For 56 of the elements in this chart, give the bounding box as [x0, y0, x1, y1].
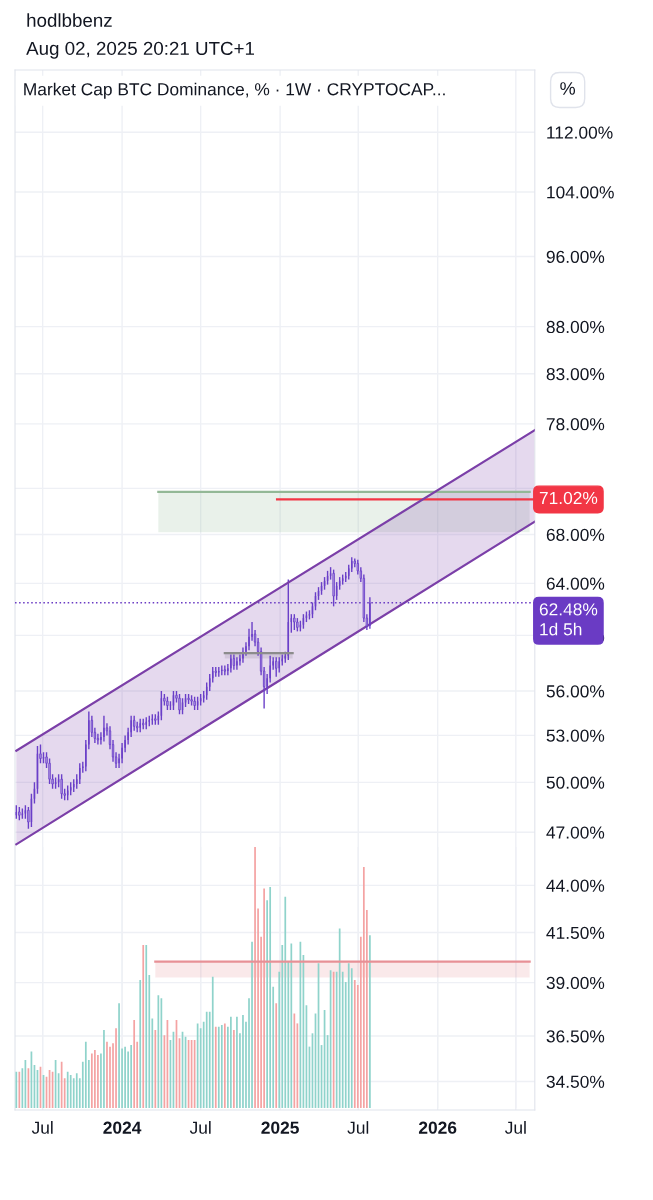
candlestick [218, 666, 220, 678]
y-tick-label: 96.00% [546, 250, 605, 263]
candlestick [139, 718, 141, 734]
y-tick-label: 53.00% [546, 729, 605, 742]
ref-line-label: 62.48% 1d 5h [539, 603, 598, 636]
candlestick [211, 666, 214, 684]
candlestick [293, 613, 296, 631]
candlestick [18, 806, 21, 822]
text: Aug 02, 2025 20:21 UTC+1 [26, 41, 255, 59]
candlestick [60, 773, 63, 800]
candlestick [296, 617, 299, 633]
y-tick-label: 36.50% [546, 1030, 605, 1043]
candlestick [79, 762, 81, 785]
candlestick [166, 696, 169, 711]
candlestick [223, 664, 227, 677]
y-tick-label: 112.00% [547, 126, 613, 139]
candlestick [190, 694, 193, 707]
text: Market Cap BTC Dominance, % · 1W · CRYPTOCAP... [24, 82, 445, 99]
x-tick-label: Jul [347, 1121, 369, 1134]
y-tick-label: 88.00% [546, 320, 605, 334]
x-tick-label: 2026 [418, 1121, 457, 1134]
candlestick [154, 713, 157, 726]
x-tick-label: Jul [189, 1121, 211, 1134]
y-tick-label: 104.00% [547, 186, 614, 199]
candlestick [54, 776, 57, 790]
y-tick-label: 50.00% [546, 776, 605, 789]
candlestick [103, 715, 105, 743]
y-tick-label: 83.00% [546, 367, 605, 381]
candlestick [351, 556, 353, 573]
y-tick-label: 56.00% [546, 685, 605, 698]
candlestick [275, 656, 278, 678]
x-tick-label: 2025 [261, 1121, 299, 1134]
candlestick [221, 664, 223, 677]
candlestick [169, 700, 172, 711]
candlestick [178, 693, 181, 716]
candlestick [242, 646, 244, 664]
candlestick [187, 693, 190, 705]
candlestick [278, 656, 280, 674]
y-tick-label: 47.00% [546, 826, 605, 839]
y-tick-label: 44.00% [546, 879, 605, 892]
candlestick [230, 653, 232, 674]
y-tick-label: 64.00% [546, 577, 605, 590]
x-tick-label: Jul [504, 1121, 526, 1134]
y-tick-label: 78.00% [546, 418, 605, 431]
x-tick-label: 2024 [103, 1121, 142, 1134]
y-tick-label: 68.00% [546, 528, 605, 541]
data-label: 71.02% [539, 491, 598, 505]
x-tick-label: Jul [31, 1121, 53, 1134]
y-tick-label: 41.50% [546, 926, 605, 940]
text: hodlbbenz [27, 13, 112, 28]
y-tick-label: 39.00% [546, 976, 605, 990]
candlestick [42, 751, 45, 764]
candlestick [193, 696, 196, 711]
y-tick-label: 34.50% [546, 1075, 605, 1088]
text: % [560, 82, 576, 95]
candlestick [236, 656, 238, 671]
